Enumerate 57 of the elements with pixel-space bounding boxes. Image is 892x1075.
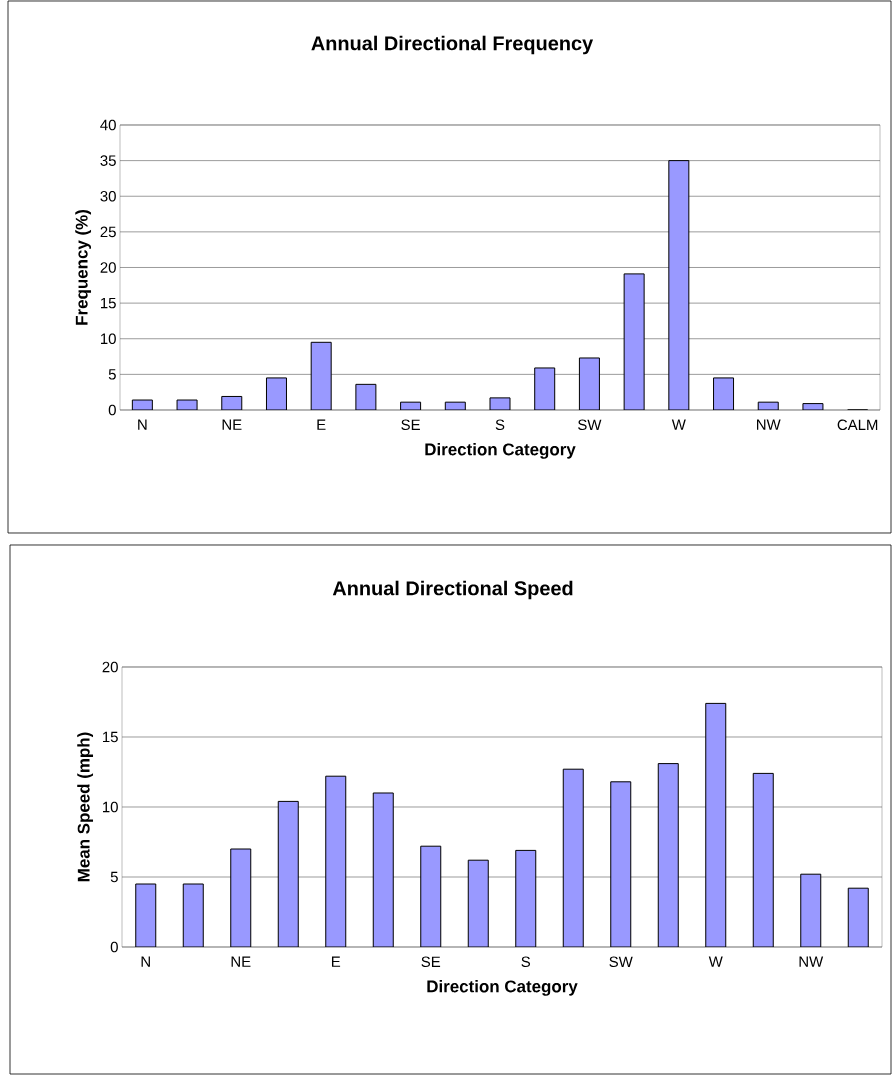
bar bbox=[467, 859, 489, 947]
bar bbox=[310, 341, 332, 410]
y-tick-label: 20 bbox=[102, 661, 118, 673]
bar bbox=[657, 763, 679, 947]
y-tick-label: 35 bbox=[100, 155, 116, 166]
y-axis-title: Mean Speed (mph) bbox=[77, 732, 94, 882]
x-axis-title: Direction Category bbox=[427, 979, 578, 996]
x-tick-label: S bbox=[521, 956, 531, 968]
bar bbox=[752, 772, 774, 947]
bar bbox=[230, 848, 252, 947]
y-tick-label: 5 bbox=[108, 369, 116, 380]
x-tick-label: NW bbox=[799, 956, 824, 967]
y-tick-label: 10 bbox=[101, 333, 116, 345]
y-tick-label: 0 bbox=[108, 404, 116, 416]
x-axis-title: Direction Category bbox=[425, 442, 576, 459]
bar bbox=[705, 702, 727, 947]
y-tick-label: 25 bbox=[100, 226, 116, 238]
y-tick-label: 20 bbox=[100, 262, 116, 273]
bar bbox=[562, 768, 584, 947]
bar bbox=[325, 775, 347, 947]
x-tick-label: CALM bbox=[837, 419, 878, 431]
bar bbox=[515, 849, 537, 947]
bar bbox=[847, 887, 869, 947]
x-tick-label: NE bbox=[222, 419, 242, 430]
x-tick-label: NW bbox=[757, 419, 781, 430]
y-tick-label: 0 bbox=[110, 941, 118, 953]
bar bbox=[420, 845, 442, 947]
bar bbox=[534, 367, 556, 410]
x-tick-label: S bbox=[495, 419, 505, 431]
bar bbox=[610, 781, 632, 947]
y-tick-label: 5 bbox=[110, 871, 118, 883]
x-tick-label: SW bbox=[578, 419, 602, 431]
bar bbox=[800, 873, 822, 947]
bar bbox=[578, 357, 600, 410]
bar bbox=[372, 792, 394, 947]
y-tick-label: 10 bbox=[103, 801, 118, 813]
y-tick-label: 15 bbox=[103, 731, 118, 743]
bar bbox=[182, 883, 204, 947]
x-tick-label: SE bbox=[421, 956, 441, 968]
x-tick-label: N bbox=[138, 419, 147, 430]
y-tick-label: 40 bbox=[100, 119, 116, 131]
chart-title: Annual Directional Speed bbox=[332, 580, 573, 600]
x-tick-label: NE bbox=[231, 956, 251, 967]
y-tick-label: 30 bbox=[100, 190, 116, 202]
bar bbox=[277, 800, 299, 947]
chart-title: Annual Directional Frequency bbox=[311, 35, 594, 55]
x-tick-label: W bbox=[708, 956, 723, 967]
y-axis-title: Frequency (%) bbox=[75, 210, 92, 325]
x-tick-label: SE bbox=[401, 419, 420, 431]
x-tick-label: SW bbox=[609, 956, 633, 968]
x-tick-label: N bbox=[141, 956, 150, 967]
bar bbox=[668, 160, 690, 410]
bar bbox=[135, 883, 157, 947]
y-tick-label: 15 bbox=[101, 297, 116, 309]
x-tick-label: W bbox=[671, 419, 686, 430]
x-tick-label: E bbox=[331, 956, 341, 967]
x-tick-label: E bbox=[317, 419, 326, 430]
